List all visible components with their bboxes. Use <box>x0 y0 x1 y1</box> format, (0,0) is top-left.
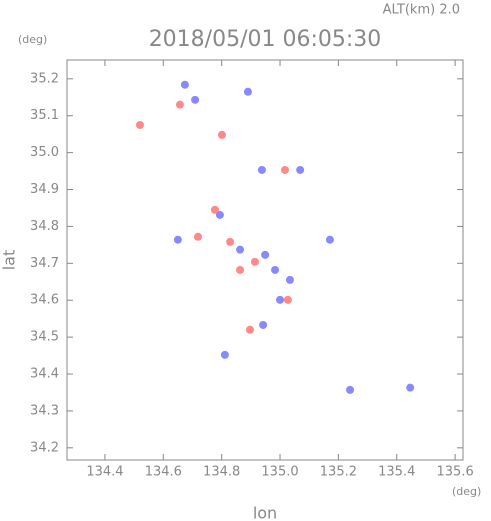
echo-point <box>257 165 266 174</box>
y-tick-label: 34.2 <box>30 440 59 455</box>
x-tick-label: 135.0 <box>261 465 298 480</box>
echo-point <box>220 350 229 359</box>
y-tick-label: 34.6 <box>30 293 59 308</box>
echo-point <box>283 295 292 304</box>
y-tick-label: 34.4 <box>30 367 59 382</box>
y-tick-label: 34.7 <box>30 256 59 271</box>
y-tick-label: 34.8 <box>30 219 59 234</box>
plot-frame <box>66 59 464 461</box>
y-tick-label: 34.9 <box>30 182 59 197</box>
y-axis-label: lat <box>0 250 19 271</box>
x-tick-label: 135.6 <box>437 465 474 480</box>
echo-point <box>259 320 268 329</box>
y-tick-label: 34.5 <box>30 330 59 345</box>
x-unit: (deg) <box>452 485 481 498</box>
x-tick-label: 134.8 <box>203 465 240 480</box>
echo-point <box>280 165 289 174</box>
echo-point <box>135 120 144 129</box>
x-tick-label: 135.2 <box>320 465 357 480</box>
y-unit: (deg) <box>18 33 47 46</box>
echo-point <box>325 235 334 244</box>
y-tick-label: 35.2 <box>30 71 59 86</box>
echo-point <box>226 237 235 246</box>
subtitle: ALT(km) 2.0 <box>383 3 460 18</box>
echo-point <box>236 265 245 274</box>
echo-point <box>250 257 259 266</box>
echo-point <box>194 232 203 241</box>
echo-point <box>406 383 415 392</box>
echo-point <box>175 100 184 109</box>
echo-point <box>346 385 355 394</box>
x-tick-label: 134.4 <box>86 465 123 480</box>
echo-point <box>285 275 294 284</box>
y-tick-label: 35.0 <box>30 145 59 160</box>
y-tick-label: 35.1 <box>30 108 59 123</box>
x-tick-label: 135.4 <box>378 465 415 480</box>
echo-point <box>217 130 226 139</box>
echo-point <box>215 210 224 219</box>
echo-point <box>245 325 254 334</box>
echo-point <box>210 205 219 214</box>
echo-point <box>236 245 245 254</box>
y-tick-label: 34.3 <box>30 403 59 418</box>
x-axis-label: lon <box>253 504 277 521</box>
echo-point <box>261 250 270 259</box>
echo-point <box>271 265 280 274</box>
chart-title: 2018/05/01 06:05:30 <box>149 27 382 52</box>
echo-point <box>243 87 252 96</box>
x-tick-label: 134.6 <box>145 465 182 480</box>
echo-point <box>276 295 285 304</box>
echo-point <box>173 235 182 244</box>
echo-point <box>191 95 200 104</box>
echo-point <box>180 80 189 89</box>
echo-point <box>296 165 305 174</box>
